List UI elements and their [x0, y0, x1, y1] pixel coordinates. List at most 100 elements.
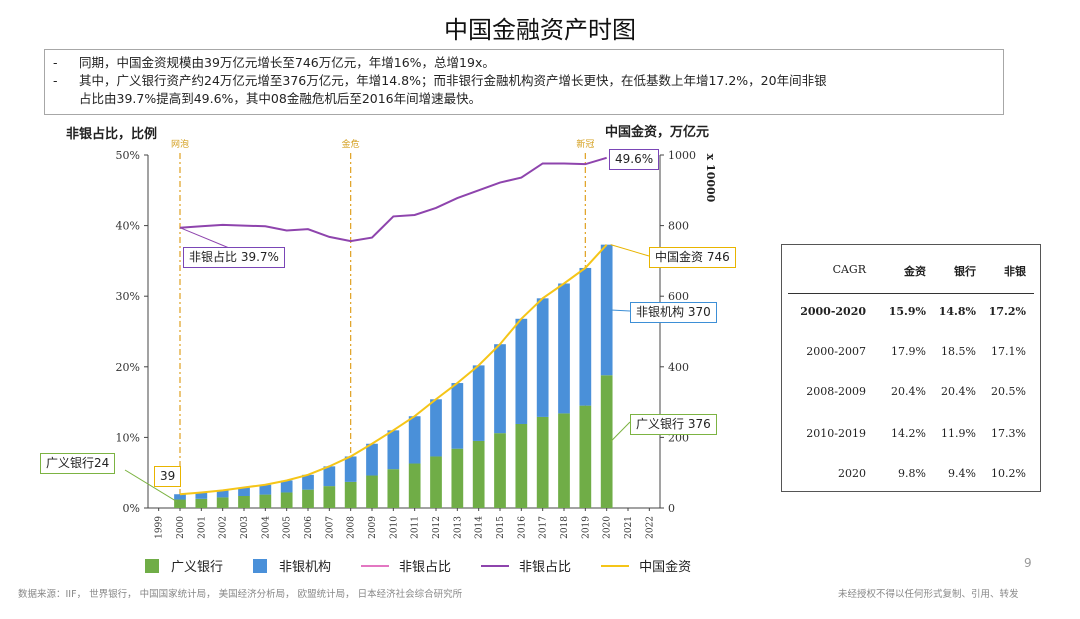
bar-nonbank: [216, 490, 229, 498]
bar-bank: [558, 413, 570, 508]
x-axis-tick-label: 2012: [432, 516, 442, 539]
x-axis-tick-label: 2000: [176, 516, 186, 539]
bar-bank: [216, 497, 229, 508]
bullet-marker: -: [53, 73, 58, 88]
table-cell: 17.9%: [891, 345, 926, 358]
table-cell: 14.2%: [891, 427, 926, 440]
bullet-marker: -: [53, 55, 58, 70]
bar-nonbank: [280, 480, 293, 493]
x-axis-tick-label: 2016: [517, 516, 527, 539]
bar-bank: [323, 486, 336, 508]
x-axis-tick-label: 2001: [197, 516, 207, 539]
x-axis-tick-label: 2014: [475, 516, 485, 539]
line-nonbank-share: [179, 156, 607, 243]
bar-nonbank: [259, 484, 272, 495]
table-cell: 9.8%: [898, 467, 926, 480]
table-row: 2008-2009 20.4% 20.4% 20.5%: [790, 385, 1032, 398]
x-axis-tick-label: 2022: [645, 516, 655, 539]
annotation-nonbank-inst-end: 非银机构 370: [630, 302, 717, 323]
bullet-2: - 其中，广义银行资产约24万亿元增至376万亿元，年增14.8%；而非银行金融…: [53, 72, 995, 90]
legend-line: [361, 564, 390, 567]
bullet-text: 同期，中国金资规模由39万亿元增长至746万亿元，年增16%，总增19x。: [79, 55, 495, 70]
page-title: 中国金融资产时图: [444, 16, 636, 44]
table-cell: 14.8%: [938, 305, 976, 318]
bar-bank: [430, 456, 442, 508]
bar-nonbank: [323, 466, 336, 487]
x-axis-tick-label: 2021: [624, 516, 634, 539]
legend-line: [601, 564, 630, 567]
x-axis-tick-label: 2010: [389, 516, 399, 539]
line-total-assets: [179, 243, 608, 496]
bar-nonbank: [600, 244, 613, 376]
bar-nonbank: [430, 399, 442, 457]
table-cell: 2000-2007: [806, 345, 866, 358]
left-axis-tick-label: 30%: [116, 290, 140, 303]
legend-label: 非银占比: [519, 560, 572, 575]
table-cell: 2010-2019: [806, 427, 866, 440]
x-axis-tick-label: 2009: [368, 516, 378, 539]
table-divider: [788, 293, 1034, 294]
page-number: 9: [1024, 556, 1032, 570]
bar-bank: [174, 499, 186, 508]
table-cell: 9.4%: [948, 467, 976, 480]
table-header-cell: 金资: [904, 265, 926, 278]
annotation-total-start: 39: [154, 466, 182, 487]
x-axis-tick-label: 2011: [411, 516, 421, 539]
x-axis-tick-label: 2005: [283, 516, 293, 539]
x-axis-tick-label: 2004: [261, 516, 271, 539]
leader-nonbank-start: [179, 227, 235, 251]
bar-nonbank: [238, 487, 250, 496]
bar-bank: [195, 498, 208, 508]
table-cell: 2000-2020: [800, 305, 866, 318]
bar-bank: [451, 448, 464, 508]
bar-bank: [366, 475, 378, 508]
bar-bank: [494, 433, 506, 508]
bar-nonbank: [472, 365, 485, 441]
x-axis-tick-label: 2018: [560, 516, 570, 539]
legend-label: 非银占比: [399, 560, 452, 575]
table-cell: 18.5%: [941, 345, 976, 358]
bar-bank: [536, 416, 549, 508]
table-cell: 11.9%: [941, 427, 976, 440]
table-header-cell: 银行: [954, 265, 976, 278]
bar-nonbank: [536, 298, 549, 417]
table-cell: 15.9%: [888, 305, 926, 318]
bar-nonbank: [344, 456, 357, 482]
bar-nonbank: [387, 430, 400, 470]
annotation-bank-start: 广义银行24: [40, 453, 116, 474]
leader-bank-end: [610, 421, 631, 442]
annotation-total-end: 中国金资 746: [649, 247, 736, 268]
legend-item-nonbank-institutions: 非银机构: [253, 556, 331, 575]
annotation-nonbank-end: 49.6%: [609, 149, 660, 170]
x-axis-tick-label: 2020: [603, 516, 613, 539]
bar-nonbank: [408, 416, 421, 464]
left-axis-title: 非银占比，比例: [66, 127, 158, 142]
table-cell: 20.4%: [891, 385, 926, 398]
leader-nonbank-inst-end: [610, 309, 631, 312]
footer-source: 数据来源：IIF， 世界银行， 中国国家统计局， 美国经济分析局， 欧盟统计局，…: [18, 589, 463, 600]
bullet-text: 占比由39.7%提高到49.6%，其中08金融危机后至2016年间增速最快。: [79, 91, 482, 106]
annotation-bank-end: 广义银行 376: [630, 414, 717, 435]
bar-nonbank: [302, 474, 314, 490]
x-axis-tick-label: 2017: [539, 516, 549, 539]
table-cell: 2008-2009: [806, 385, 866, 398]
table-cell: 10.2%: [991, 467, 1026, 480]
bar-bank: [280, 492, 293, 508]
table-cell: 17.3%: [991, 427, 1026, 440]
leader-total-end: [610, 244, 650, 257]
legend-item-total-assets: 中国金资: [601, 556, 691, 575]
table-cell: 17.1%: [991, 345, 1026, 358]
x-axis-tick-label: 2015: [496, 516, 506, 539]
bar-bank: [600, 375, 613, 508]
legend-line: [481, 564, 510, 567]
event-marker-label: 金危: [342, 138, 360, 150]
bar-bank: [302, 489, 314, 508]
left-axis-tick-label: 10%: [116, 431, 140, 444]
bar-nonbank: [558, 283, 570, 414]
bullet-1: - 同期，中国金资规模由39万亿元增长至746万亿元，年增16%，总增19x。: [53, 54, 995, 72]
cagr-table: CAGR 金资 银行 非银 2000-2020 15.9% 14.8% 17.2…: [781, 244, 1041, 492]
event-marker-label: 网泡: [171, 138, 189, 150]
summary-box: - 同期，中国金资规模由39万亿元增长至746万亿元，年增16%，总增19x。 …: [44, 49, 1004, 115]
right-axis-tick-label: 0: [668, 502, 675, 515]
bar-bank: [472, 440, 485, 508]
